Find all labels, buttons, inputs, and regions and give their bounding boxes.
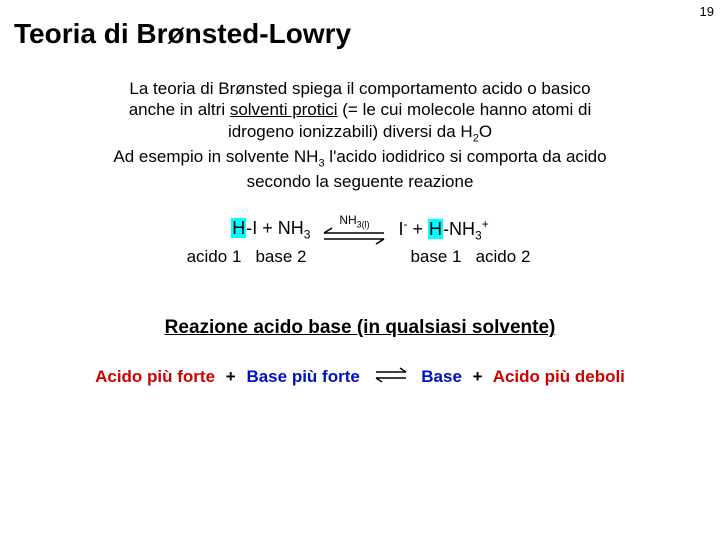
reactant-NH: NH bbox=[278, 218, 304, 238]
reaction-right: I- + H-NH3+ bbox=[398, 217, 488, 243]
para-line2b: (= le cui molecole hanno atomi di bbox=[338, 100, 592, 119]
reaction-equation: H-I + NH3 NH3(l) I- + H-NH3+ acido 1 bas… bbox=[0, 214, 720, 267]
label-base1: base 1 bbox=[404, 247, 468, 267]
product-plus: + bbox=[408, 219, 429, 239]
eq-plus2: + bbox=[473, 367, 483, 386]
para-line3a: idrogeno ionizzabili) diversi da H bbox=[228, 122, 473, 141]
product-H-highlight: H bbox=[428, 219, 443, 239]
eq-acid-weak: Acido più deboli bbox=[493, 367, 625, 386]
label-base2: base 2 bbox=[246, 247, 316, 267]
product-NH-charge: + bbox=[482, 217, 489, 231]
para-line1: La teoria di Brønsted spiega il comporta… bbox=[129, 79, 590, 98]
reaction-row1: H-I + NH3 NH3(l) I- + H-NH3+ bbox=[231, 214, 488, 245]
slide-title: Teoria di Brønsted-Lowry bbox=[0, 0, 720, 50]
reaction-left: H-I + NH3 bbox=[231, 218, 310, 242]
reactant-I: -I bbox=[246, 218, 257, 238]
page-number: 19 bbox=[700, 4, 714, 19]
eq-base-weak: Base bbox=[421, 367, 462, 386]
para-line5: secondo la seguente reazione bbox=[247, 172, 474, 191]
para-line3b: O bbox=[479, 122, 492, 141]
para-line4a: Ad esempio in solvente NH bbox=[113, 147, 318, 166]
eq-acid-strong: Acido più forte bbox=[95, 367, 215, 386]
reactant-plus: + bbox=[257, 218, 278, 238]
reaction-labels-row: acido 1 base 2 base 1 acido 2 bbox=[0, 247, 720, 267]
eq-plus1: + bbox=[226, 367, 236, 386]
label-acido1: acido 1 bbox=[182, 247, 246, 267]
para-line2-underline: solventi protici bbox=[230, 100, 338, 119]
equilibrium-arrow: NH3(l) bbox=[318, 214, 390, 245]
product-NH: -NH bbox=[443, 219, 475, 239]
arrow-NH: NH bbox=[339, 213, 356, 227]
eq-equilibrium-arrow-icon bbox=[373, 367, 409, 388]
reactant-NH3-sub: 3 bbox=[304, 228, 311, 242]
eq-base-strong: Base più forte bbox=[246, 367, 359, 386]
section-heading: Reazione acido base (in qualsiasi solven… bbox=[0, 317, 720, 339]
para-line2a: anche in altri bbox=[129, 100, 230, 119]
label-acido2: acido 2 bbox=[468, 247, 538, 267]
product-NH3-sub: 3 bbox=[475, 229, 482, 243]
paragraph: La teoria di Brønsted spiega il comporta… bbox=[0, 50, 720, 192]
reactant-H-highlight: H bbox=[231, 218, 246, 238]
para-line4b: l'acido iodidrico si comporta da acido bbox=[325, 147, 607, 166]
general-equation: Acido più forte + Base più forte Base + … bbox=[0, 367, 720, 388]
equilibrium-arrow-icon bbox=[318, 227, 390, 245]
